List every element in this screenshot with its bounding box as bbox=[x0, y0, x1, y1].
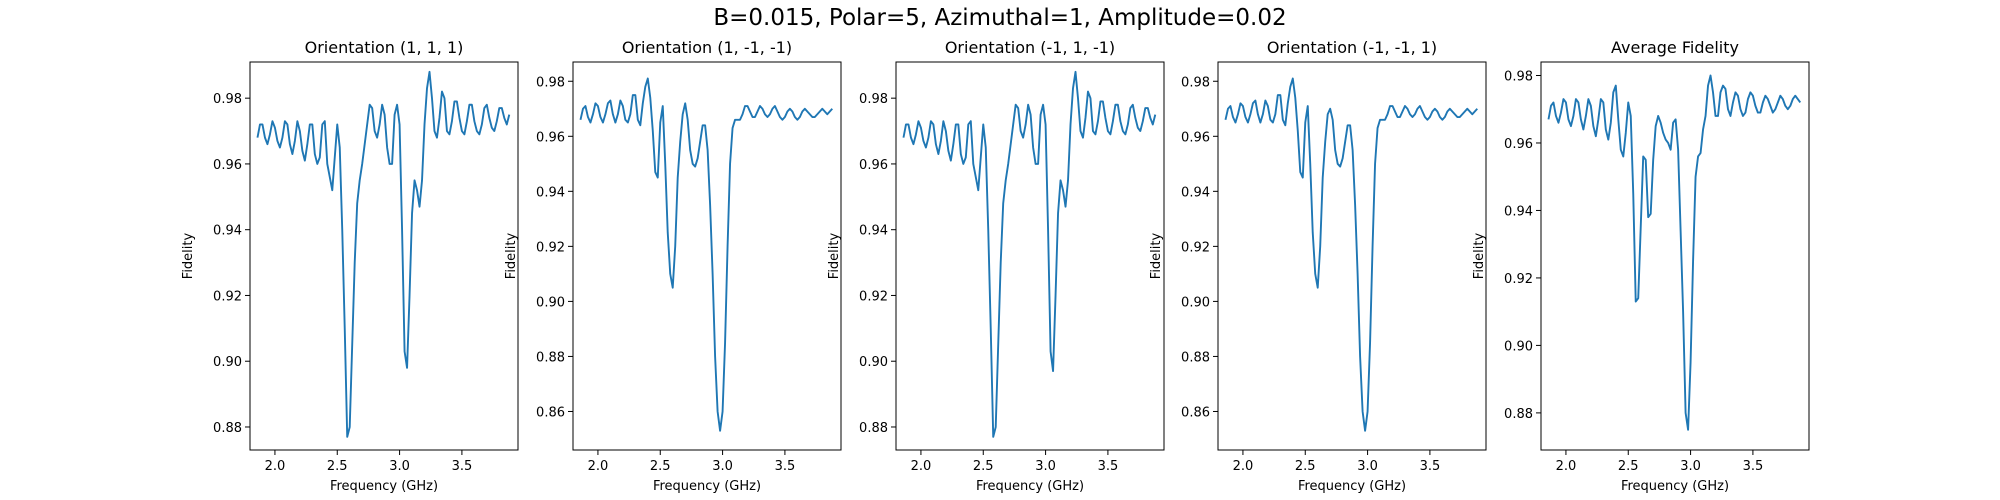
x-tick-label: 3.0 bbox=[1357, 459, 1378, 474]
y-tick-label: 0.92 bbox=[213, 289, 242, 304]
y-axis-label: Fidelity bbox=[827, 232, 842, 279]
y-tick-label: 0.92 bbox=[859, 289, 888, 304]
x-tick-label: 3.0 bbox=[1680, 459, 1701, 474]
y-tick-label: 0.88 bbox=[1504, 407, 1533, 422]
x-tick-label: 2.0 bbox=[1233, 459, 1254, 474]
x-tick-label: 3.0 bbox=[1035, 459, 1056, 474]
y-tick-label: 0.94 bbox=[859, 224, 888, 239]
chart-panel-3: 2.0 2.5 3.0 3.5 0.88 0.90 0.92 0.94 0.96 0.98 Orie… bbox=[827, 38, 1165, 494]
y-tick-label: 0.88 bbox=[536, 350, 565, 365]
chart-panel-1: 2.0 2.5 3.0 3.5 0.88 0.90 0.92 0.94 0.96 0.98 Orie… bbox=[181, 38, 519, 494]
x-axis-label: Frequency (GHz) bbox=[1298, 479, 1406, 494]
x-tick-label: 2.0 bbox=[265, 459, 286, 474]
y-tick-label: 0.96 bbox=[1181, 130, 1210, 145]
chart-panel-5: 2.0 2.5 3.0 3.5 0.88 0.90 0.92 0.94 0.96 0.98 Aver… bbox=[1472, 38, 1810, 494]
x-tick-label: 3.5 bbox=[452, 459, 473, 474]
chart-title: Orientation (-1, 1, -1) bbox=[945, 38, 1115, 57]
axes-frame bbox=[895, 61, 1165, 451]
x-tick-label: 3.5 bbox=[1743, 459, 1764, 474]
y-tick-label: 0.90 bbox=[859, 355, 888, 370]
y-tick-label: 0.96 bbox=[536, 130, 565, 145]
y-axis-label: Fidelity bbox=[181, 232, 196, 279]
y-tick-label: 0.94 bbox=[536, 185, 565, 200]
x-tick-label: 2.0 bbox=[588, 459, 609, 474]
x-tick-label: 2.0 bbox=[911, 459, 932, 474]
chart-panel-2: 2.0 2.5 3.0 3.5 0.86 0.88 0.90 0.92 0.94 0.96 0.98… bbox=[504, 38, 842, 494]
y-tick-label: 0.90 bbox=[1504, 339, 1533, 354]
y-tick-label: 0.96 bbox=[859, 158, 888, 173]
y-tick-label: 0.94 bbox=[213, 224, 242, 239]
x-axis-label: Frequency (GHz) bbox=[653, 479, 761, 494]
x-tick-label: 2.5 bbox=[327, 459, 348, 474]
figure-suptitle: B=0.015, Polar=5, Azimuthal=1, Amplitude… bbox=[713, 5, 1287, 31]
axes-frame bbox=[572, 61, 842, 451]
x-tick-label: 2.0 bbox=[1556, 459, 1577, 474]
x-tick-label: 3.5 bbox=[1098, 459, 1119, 474]
y-tick-label: 0.88 bbox=[1181, 350, 1210, 365]
y-tick-label: 0.98 bbox=[1181, 75, 1210, 90]
y-axis-label: Fidelity bbox=[1149, 232, 1164, 279]
chart-title: Orientation (-1, -1, 1) bbox=[1267, 38, 1437, 57]
x-tick-label: 2.5 bbox=[1295, 459, 1316, 474]
x-axis-label: Frequency (GHz) bbox=[976, 479, 1084, 494]
y-tick-label: 0.98 bbox=[859, 92, 888, 107]
chart-title: Orientation (1, 1, 1) bbox=[305, 38, 464, 57]
y-tick-label: 0.98 bbox=[213, 92, 242, 107]
series-line bbox=[1224, 77, 1478, 432]
x-tick-label: 2.5 bbox=[650, 459, 671, 474]
chart-panel-4: 2.0 2.5 3.0 3.5 0.86 0.88 0.90 0.92 0.94 0.96 0.98… bbox=[1149, 38, 1487, 494]
y-tick-label: 0.98 bbox=[1504, 69, 1533, 84]
y-tick-label: 0.94 bbox=[1181, 185, 1210, 200]
x-tick-label: 3.0 bbox=[712, 459, 733, 474]
y-tick-label: 0.90 bbox=[213, 355, 242, 370]
x-tick-label: 2.5 bbox=[1618, 459, 1639, 474]
y-tick-label: 0.86 bbox=[536, 405, 565, 420]
y-axis-label: Fidelity bbox=[1472, 232, 1487, 279]
y-tick-label: 0.88 bbox=[213, 421, 242, 436]
y-tick-label: 0.90 bbox=[1181, 295, 1210, 310]
series-line bbox=[579, 77, 833, 432]
series-line bbox=[902, 70, 1157, 438]
chart-title: Orientation (1, -1, -1) bbox=[622, 38, 792, 57]
x-axis-label: Frequency (GHz) bbox=[330, 479, 438, 494]
x-axis-label: Frequency (GHz) bbox=[1621, 479, 1729, 494]
axes-frame bbox=[1217, 61, 1487, 451]
axes-frame bbox=[249, 61, 519, 451]
y-tick-label: 0.96 bbox=[213, 158, 242, 173]
y-tick-label: 0.86 bbox=[1181, 405, 1210, 420]
series-line bbox=[1547, 74, 1802, 431]
y-tick-label: 0.98 bbox=[536, 75, 565, 90]
x-tick-label: 2.5 bbox=[973, 459, 994, 474]
series-line bbox=[256, 70, 511, 438]
x-tick-label: 3.0 bbox=[389, 459, 410, 474]
y-tick-label: 0.92 bbox=[536, 240, 565, 255]
axes-frame bbox=[1540, 61, 1810, 451]
y-tick-label: 0.94 bbox=[1504, 204, 1533, 219]
y-tick-label: 0.92 bbox=[1504, 272, 1533, 287]
y-tick-label: 0.96 bbox=[1504, 137, 1533, 152]
y-tick-label: 0.90 bbox=[536, 295, 565, 310]
x-tick-label: 3.5 bbox=[775, 459, 796, 474]
y-tick-label: 0.92 bbox=[1181, 240, 1210, 255]
chart-title: Average Fidelity bbox=[1611, 38, 1739, 57]
y-tick-label: 0.88 bbox=[859, 421, 888, 436]
x-tick-label: 3.5 bbox=[1420, 459, 1441, 474]
y-axis-label: Fidelity bbox=[504, 232, 519, 279]
